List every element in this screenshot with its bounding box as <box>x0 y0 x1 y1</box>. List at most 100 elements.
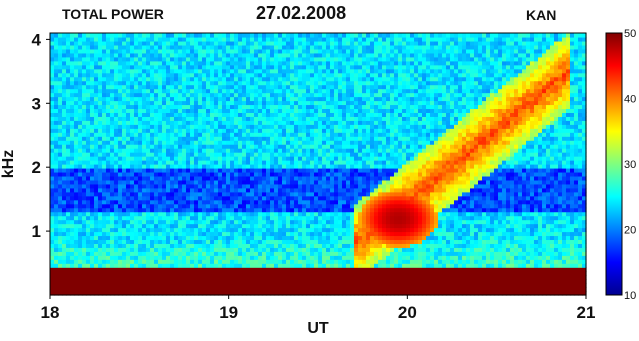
heatmap-cell <box>54 124 59 129</box>
heatmap-cell <box>338 88 343 94</box>
heatmap-cell <box>310 271 315 276</box>
heatmap-cell <box>258 128 263 133</box>
heatmap-cell <box>178 40 183 46</box>
heatmap-cell <box>306 251 311 256</box>
heatmap-cell <box>66 191 71 197</box>
heatmap-cell <box>162 84 167 90</box>
heatmap-cell <box>262 52 267 58</box>
heatmap-cell <box>74 275 79 280</box>
heatmap-cell <box>154 80 159 86</box>
heatmap-cell <box>230 267 235 272</box>
heatmap-cell <box>286 112 291 117</box>
heatmap-cell <box>182 140 187 145</box>
heatmap-cell <box>258 199 263 205</box>
heatmap-cell <box>194 92 199 98</box>
heatmap-cell <box>266 104 271 110</box>
heatmap-cell <box>238 156 243 161</box>
heatmap-cell <box>186 175 191 181</box>
heatmap-cell <box>122 175 127 181</box>
heatmap-cell <box>206 171 211 177</box>
heatmap-cell <box>166 271 171 276</box>
heatmap-cell <box>266 263 271 268</box>
heatmap-cell <box>226 195 231 201</box>
heatmap-cell <box>234 223 239 229</box>
heatmap-cell <box>82 80 87 86</box>
heatmap-cell <box>94 175 99 181</box>
heatmap-cell <box>222 68 227 74</box>
heatmap-cell <box>262 160 267 165</box>
heatmap-cell <box>214 80 219 86</box>
heatmap-cell <box>130 33 135 38</box>
heatmap-cell <box>186 124 191 129</box>
heatmap-cell <box>186 56 191 62</box>
heatmap-cell <box>254 112 259 117</box>
heatmap-cell <box>54 207 59 213</box>
heatmap-cell <box>210 279 215 284</box>
heatmap-cell <box>326 108 331 113</box>
heatmap-cell <box>178 227 183 233</box>
heatmap-cell <box>106 96 111 102</box>
heatmap-cell <box>202 152 207 157</box>
heatmap-cell <box>130 164 135 169</box>
heatmap-cell <box>146 120 151 125</box>
heatmap-cell <box>286 255 291 260</box>
heatmap-cell <box>106 243 111 248</box>
heatmap-cell <box>278 199 283 205</box>
heatmap-cell <box>190 84 195 90</box>
heatmap-cell <box>190 195 195 201</box>
heatmap-cell <box>234 279 239 284</box>
heatmap-cell <box>130 211 135 217</box>
heatmap-cell <box>58 140 63 145</box>
heatmap-cell <box>158 207 163 213</box>
heatmap-cell <box>114 283 119 288</box>
heatmap-cell <box>322 88 327 94</box>
heatmap-cell <box>182 211 187 217</box>
heatmap-cell <box>126 271 131 276</box>
heatmap-cell <box>150 267 155 272</box>
heatmap-cell <box>118 33 123 38</box>
heatmap-cell <box>70 52 75 58</box>
heatmap-cell <box>118 160 123 165</box>
heatmap-cell <box>150 100 155 106</box>
heatmap-cell <box>70 136 75 141</box>
heatmap-cell <box>98 48 103 54</box>
heatmap-cell <box>98 164 103 169</box>
heatmap-cell <box>134 203 139 209</box>
heatmap-cell <box>350 267 355 272</box>
heatmap-cell <box>110 219 115 225</box>
heatmap-cell <box>318 80 323 86</box>
heatmap-cell <box>86 112 91 117</box>
heatmap-cell <box>290 33 295 38</box>
heatmap-cell <box>334 60 339 66</box>
heatmap-cell <box>314 60 319 66</box>
heatmap-cell <box>102 68 107 74</box>
heatmap-cell <box>58 263 63 268</box>
heatmap-cell <box>114 104 119 110</box>
heatmap-cell <box>66 108 71 113</box>
heatmap-cell <box>166 52 171 58</box>
heatmap-cell <box>50 223 55 229</box>
heatmap-cell <box>314 92 319 98</box>
heatmap-cell <box>130 108 135 113</box>
heatmap-cell <box>266 112 271 117</box>
heatmap-cell <box>198 263 203 268</box>
heatmap-cell <box>90 231 95 237</box>
heatmap-cell <box>218 152 223 157</box>
heatmap-cell <box>278 80 283 86</box>
heatmap-cell <box>106 136 111 141</box>
heatmap-cell <box>342 211 347 217</box>
heatmap-cell <box>234 152 239 157</box>
heatmap-cell <box>90 287 95 292</box>
heatmap-cell <box>150 175 155 181</box>
heatmap-cell <box>90 124 95 129</box>
heatmap-cell <box>74 187 79 193</box>
heatmap-cell <box>126 44 131 50</box>
heatmap-cell <box>350 291 355 296</box>
heatmap-cell <box>338 152 343 157</box>
heatmap-cell <box>178 191 183 197</box>
heatmap-cell <box>106 52 111 58</box>
heatmap-cell <box>138 223 143 229</box>
heatmap-cell <box>302 227 307 233</box>
heatmap-cell <box>238 291 243 296</box>
heatmap-cell <box>146 112 151 117</box>
